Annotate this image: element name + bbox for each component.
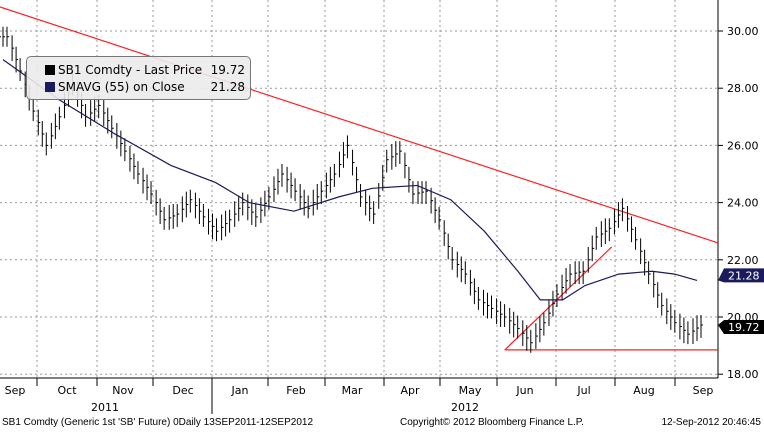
y-tick-label: 28.00 (727, 82, 759, 95)
x-month-label: Nov (112, 384, 134, 397)
sma-value-callout: 21.28 (728, 269, 760, 282)
resistance-trendline (0, 6, 719, 244)
legend-swatch-navy (45, 82, 55, 92)
footer-copyright: Copyright© 2012 Bloomberg Finance L.P. (400, 417, 584, 428)
sma-value-callout-bg (718, 268, 764, 283)
x-month-label: Jul (576, 384, 590, 397)
footer-timestamp: 12-Sep-2012 20:46:45 (661, 417, 761, 428)
x-month-label: Oct (57, 384, 77, 397)
legend-swatch-black (45, 65, 55, 75)
legend-label: SMAVG (55) on Close (58, 80, 185, 94)
x-month-label: Jan (231, 384, 249, 397)
x-month-label: Dec (172, 384, 193, 397)
legend-value: 19.72 (210, 63, 245, 77)
legend-item-last-price: SB1 Comdty - Last Price 19.72 (33, 62, 245, 78)
y-tick-label: 18.00 (727, 368, 759, 381)
x-month-label: May (459, 384, 482, 397)
x-month-label: Sep (693, 384, 714, 397)
x-month-label: Sep (5, 384, 26, 397)
x-month-label: Jun (515, 384, 533, 397)
y-tick-label: 22.00 (727, 254, 759, 267)
x-month-label: Apr (400, 384, 420, 397)
x-year-label: 2011 (91, 401, 119, 414)
x-month-label: Mar (342, 384, 363, 397)
x-month-label: Aug (633, 384, 654, 397)
y-tick-label: 24.00 (727, 197, 759, 210)
x-year-label: 2012 (451, 401, 479, 414)
smavg-line (2, 59, 698, 301)
y-tick-label: 26.00 (727, 139, 759, 152)
last-price-callout-bg (718, 320, 764, 335)
legend-value: 21.28 (210, 80, 245, 94)
chart-legend: SB1 Comdty - Last Price 19.72 SMAVG (55)… (26, 56, 251, 100)
x-month-label: Feb (286, 384, 305, 397)
footer-ticker: SB1 Comdty (Generic 1st 'SB' Future) 0Da… (2, 417, 314, 428)
legend-label: SB1 Comdty - Last Price (58, 63, 203, 77)
last-price-callout: 19.72 (728, 321, 760, 334)
legend-item-smavg: SMAVG (55) on Close 21.28 (33, 79, 245, 95)
support-trendline (504, 246, 613, 351)
y-tick-label: 30.00 (727, 25, 759, 38)
